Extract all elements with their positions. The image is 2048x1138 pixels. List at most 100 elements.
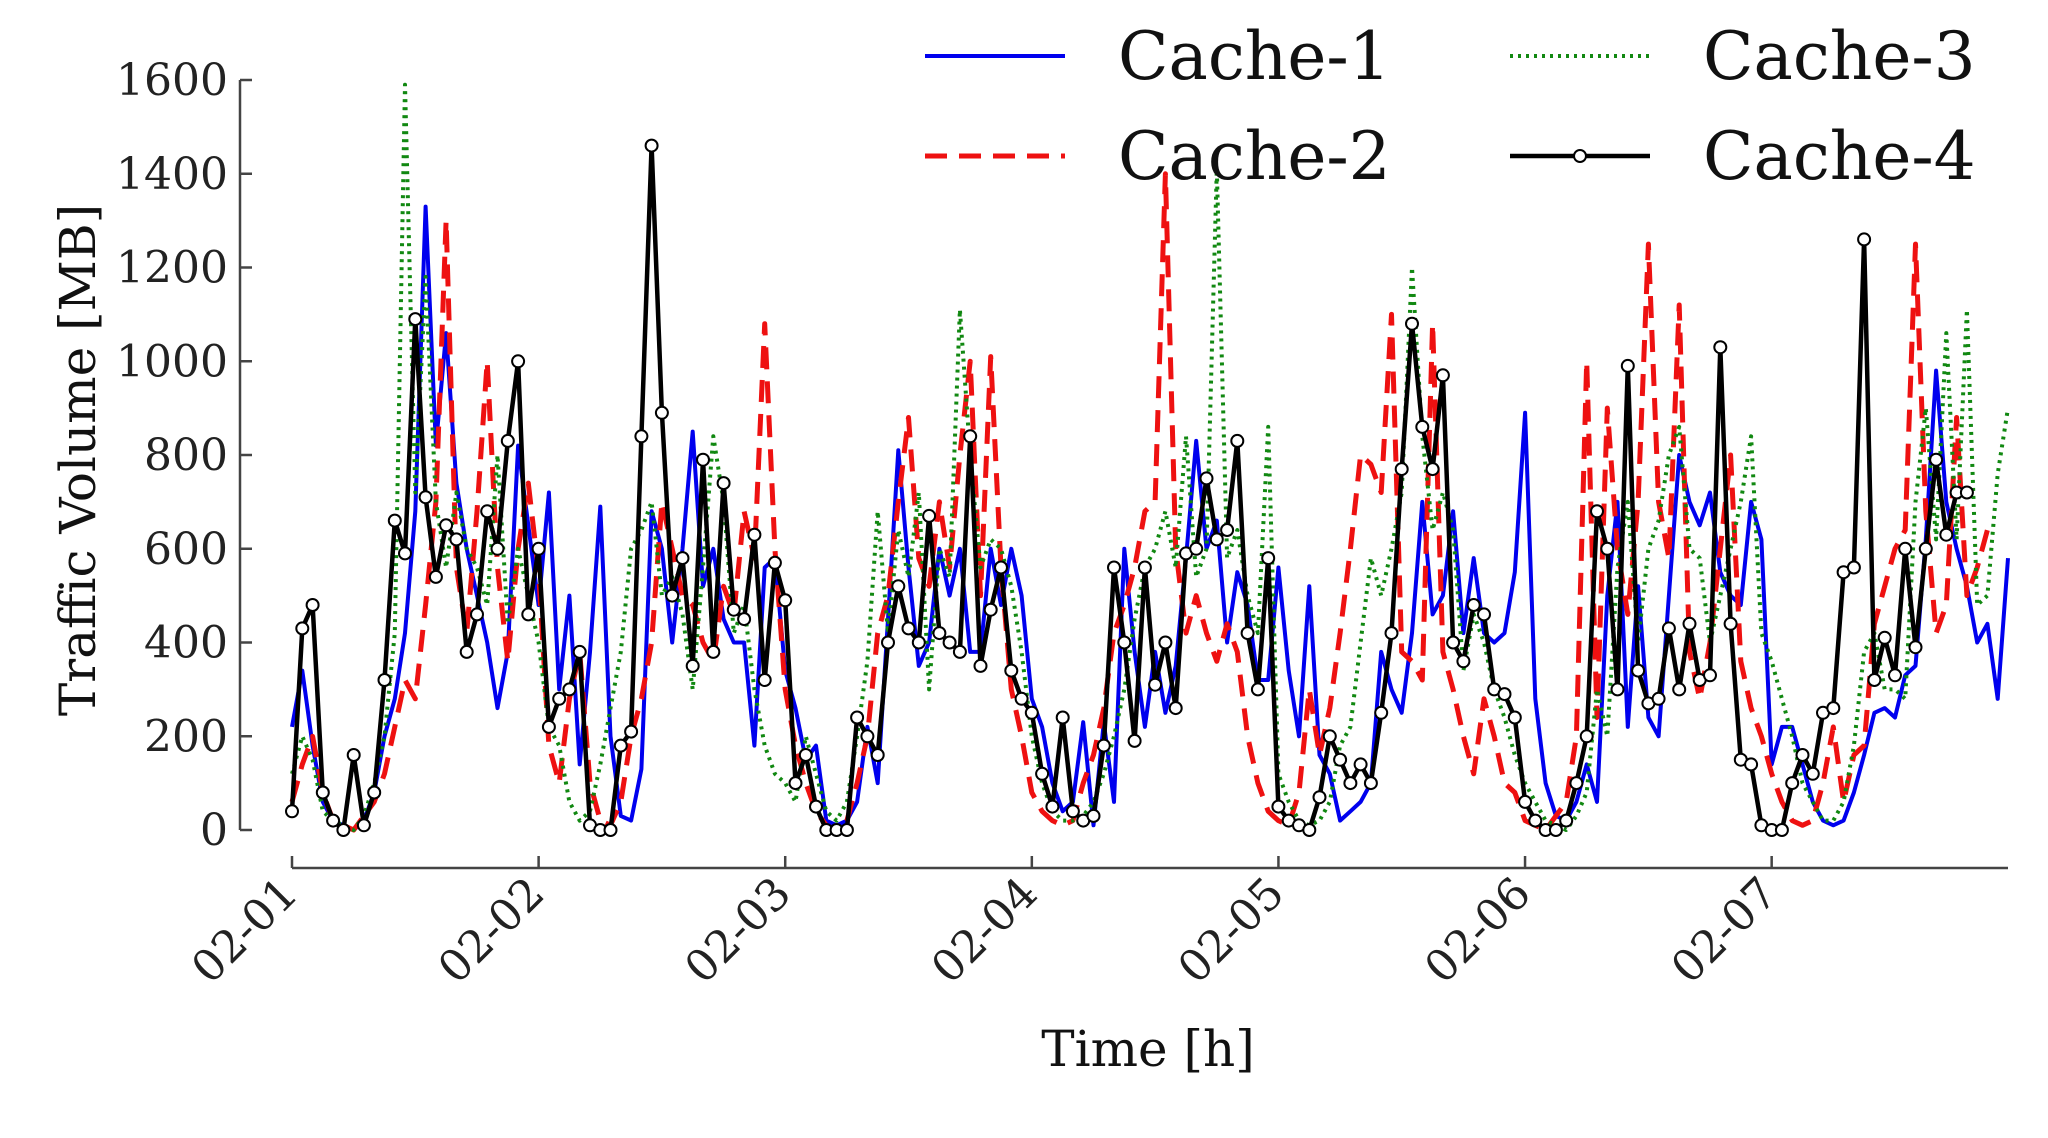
data-point-cache-4: [675, 551, 690, 566]
data-point-cache-4: [1600, 541, 1615, 556]
data-point-cache-4: [983, 602, 998, 617]
data-point-cache-4: [1610, 682, 1625, 697]
data-point-cache-4: [367, 785, 382, 800]
data-point-cache-4: [1651, 691, 1666, 706]
data-point-cache-4: [1250, 682, 1265, 697]
data-point-cache-4: [1065, 804, 1080, 819]
data-point-cache-4: [1405, 316, 1419, 331]
data-point-cache-4: [1518, 794, 1533, 809]
data-point-cache-4: [326, 813, 341, 828]
data-point-cache-4: [1312, 790, 1327, 805]
data-point-cache-4: [850, 710, 865, 725]
data-point-cache-4: [1004, 663, 1019, 678]
data-point-cache-4: [1384, 626, 1399, 641]
data-point-cache-4: [1456, 654, 1471, 669]
data-point-cache-4: [1302, 823, 1317, 837]
y-tick-label: 1400: [116, 149, 228, 200]
data-point-cache-4: [305, 598, 320, 612]
series-layer: [285, 82, 2010, 837]
data-point-cache-4: [1497, 687, 1512, 702]
x-tick-label: 02-05: [1168, 868, 1294, 994]
data-point-cache-4: [1415, 419, 1430, 434]
x-tick-label: 02-07: [1662, 868, 1788, 994]
data-point-cache-4: [1158, 635, 1173, 650]
data-point-cache-4: [798, 748, 813, 762]
data-point-cache-4: [634, 429, 649, 444]
data-point-cache-4: [706, 644, 721, 659]
data-point-cache-4: [952, 644, 967, 659]
data-point-cache-4: [1014, 691, 1029, 706]
data-point-cache-4: [665, 588, 680, 603]
data-point-cache-4: [1055, 710, 1070, 725]
data-point-cache-4: [644, 138, 659, 153]
data-point-cache-4: [1528, 813, 1543, 828]
data-point-cache-4: [613, 738, 628, 753]
y-tick-label: 1000: [116, 336, 228, 387]
data-point-cache-4: [408, 312, 423, 327]
y-tick-label: 0: [200, 805, 228, 856]
x-tick-label: 02-06: [1415, 868, 1541, 994]
data-point-cache-4: [500, 433, 515, 448]
data-point-cache-4: [1333, 752, 1348, 767]
legend-label-cache-4: Cache-4: [1703, 118, 1976, 195]
data-point-cache-4: [1959, 485, 1974, 500]
data-point-cache-4: [572, 644, 587, 659]
legend-label-cache-3: Cache-3: [1703, 18, 1976, 95]
data-point-cache-4: [1189, 541, 1204, 556]
data-point-cache-4: [490, 541, 505, 556]
data-point-cache-4: [1343, 776, 1358, 791]
data-point-cache-4: [295, 621, 310, 636]
data-point-cache-4: [1240, 626, 1255, 641]
x-tick-label: 02-03: [675, 868, 801, 994]
data-point-cache-4: [1024, 705, 1039, 720]
data-point-cache-4: [788, 776, 803, 791]
data-point-cache-4: [1548, 823, 1563, 837]
data-point-cache-4: [315, 785, 330, 800]
data-point-cache-4: [1744, 757, 1759, 772]
data-point-cache-4: [1795, 748, 1810, 762]
data-point-cache-4: [1374, 705, 1389, 720]
data-point-cache-4: [562, 682, 577, 697]
data-point-cache-4: [1857, 232, 1872, 247]
data-point-cache-4: [1394, 462, 1409, 477]
data-point-cache-4: [1477, 607, 1491, 622]
data-point-cache-4: [726, 602, 741, 617]
data-point-cache-4: [994, 560, 1008, 575]
data-point-cache-4: [1230, 433, 1245, 448]
data-point-cache-4: [757, 673, 772, 687]
data-point-cache-4: [398, 546, 412, 561]
data-point-cache-4: [1569, 776, 1584, 791]
data-point-cache-4: [973, 658, 988, 673]
legend-label-cache-1: Cache-1: [1118, 18, 1391, 95]
data-point-cache-4: [480, 504, 495, 519]
data-point-cache-4: [1507, 710, 1522, 725]
data-point-cache-4: [346, 748, 361, 762]
data-point-cache-4: [860, 729, 875, 744]
data-point-cache-4: [470, 607, 484, 622]
data-point-cache-4: [737, 612, 752, 627]
data-point-cache-4: [1682, 616, 1697, 631]
data-point-cache-4: [377, 673, 392, 687]
data-point-cache-4: [901, 621, 916, 636]
data-point-cache-4: [1199, 471, 1214, 486]
data-point-cache-4: [1805, 766, 1820, 781]
data-point-cache-4: [552, 691, 567, 706]
data-point-cache-4: [1271, 799, 1286, 814]
data-point-cache-4: [1774, 823, 1789, 837]
y-axis-title: Traffic Volume [MB]: [49, 204, 107, 716]
data-point-cache-4: [1045, 799, 1060, 814]
data-point-cache-4: [1353, 757, 1368, 772]
x-axis-title: Time [h]: [1041, 1020, 1254, 1078]
data-point-cache-4: [1723, 616, 1738, 631]
data-point-cache-4: [922, 508, 937, 523]
data-point-cache-4: [1559, 813, 1574, 828]
data-point-cache-4: [963, 429, 978, 444]
data-point-cache-4: [459, 644, 474, 659]
data-point-cache-4: [1846, 560, 1861, 575]
data-point-cache-4: [1713, 340, 1728, 355]
legend: Cache-1 Cache-2 Cache-3 Cache-4: [925, 18, 1976, 195]
data-point-cache-4: [1877, 630, 1892, 645]
data-point-cache-4: [1168, 701, 1183, 716]
